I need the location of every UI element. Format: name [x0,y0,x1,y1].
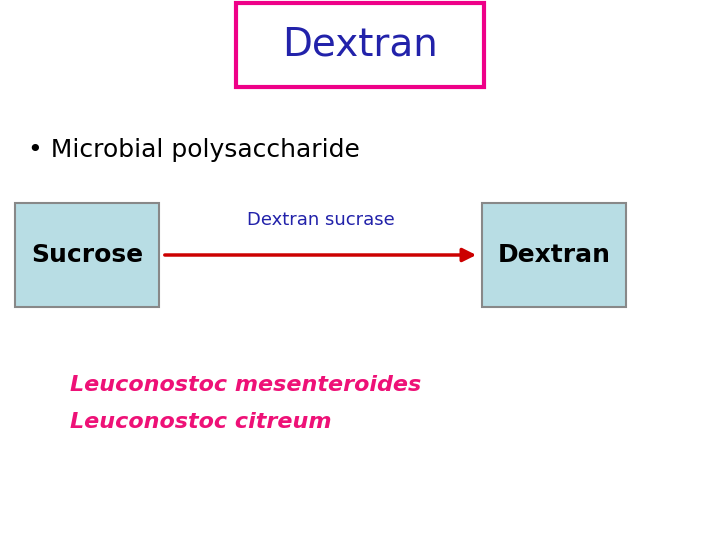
FancyBboxPatch shape [482,203,626,307]
Text: Dextran sucrase: Dextran sucrase [247,211,395,229]
Text: • Microbial polysaccharide: • Microbial polysaccharide [28,138,360,162]
Text: Leuconostoc citreum: Leuconostoc citreum [70,412,331,432]
Text: Sucrose: Sucrose [31,243,143,267]
FancyBboxPatch shape [236,3,484,87]
Text: Dextran: Dextran [282,26,438,64]
Text: Leuconostoc mesenteroides: Leuconostoc mesenteroides [70,375,421,395]
FancyBboxPatch shape [15,203,159,307]
Text: Dextran: Dextran [498,243,611,267]
